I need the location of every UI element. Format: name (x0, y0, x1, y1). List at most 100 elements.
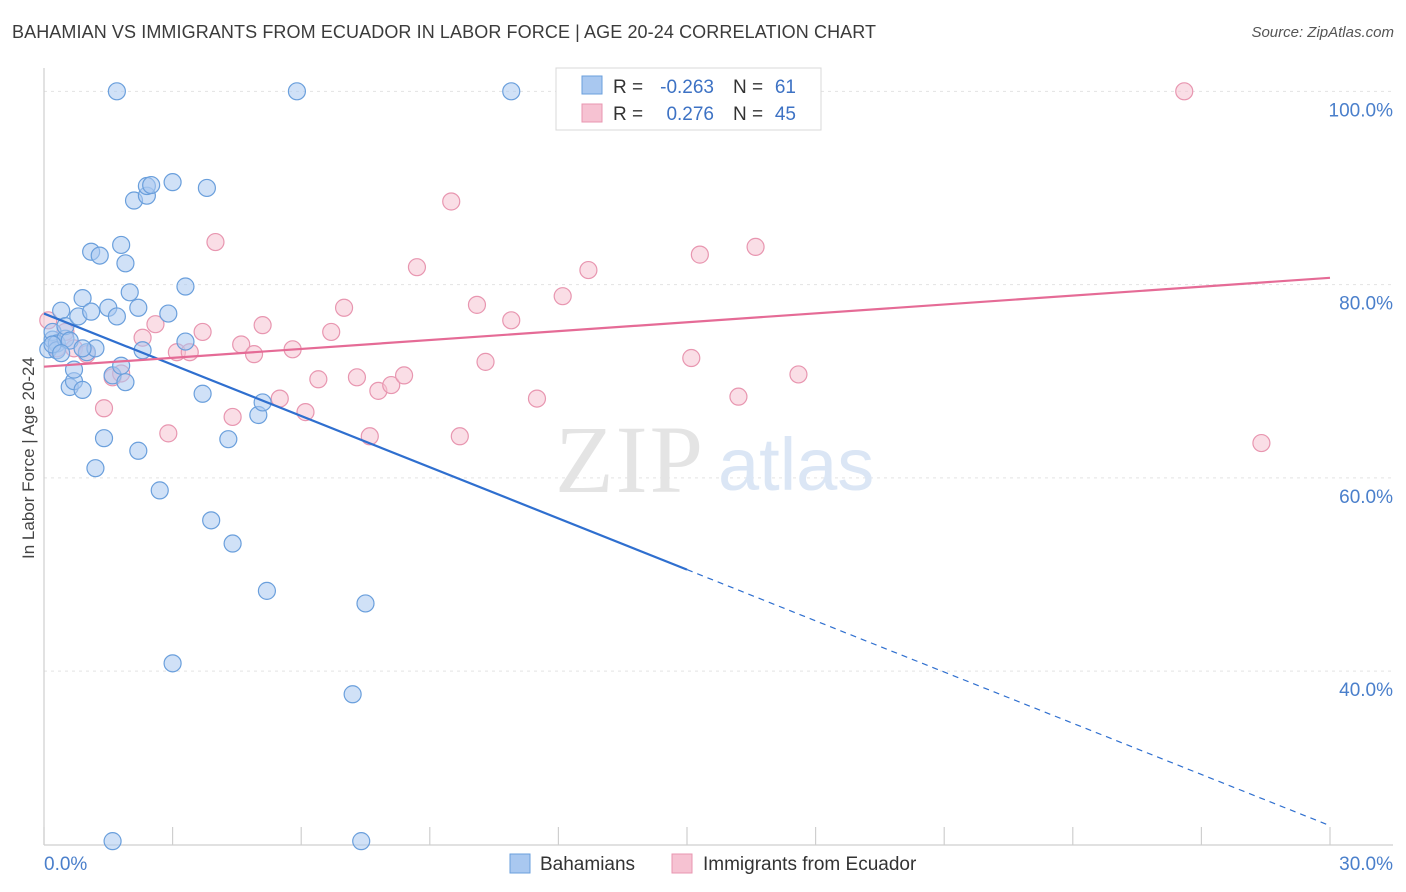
data-point (789, 365, 808, 384)
data-point (690, 245, 709, 264)
data-point (553, 287, 572, 306)
legend-r-label-1: R = (613, 77, 643, 98)
data-point (442, 192, 461, 211)
trend-line-ecuador (43, 276, 1331, 368)
data-point (407, 258, 427, 277)
data-point (129, 441, 148, 460)
data-point (116, 254, 135, 273)
data-point (287, 82, 307, 101)
grid-lines (44, 90, 1393, 672)
data-point (73, 380, 92, 399)
data-point (1252, 433, 1271, 453)
data-point (309, 370, 328, 389)
data-point (244, 345, 264, 364)
data-point (347, 368, 367, 387)
legend-n-label-2: N = (733, 104, 763, 125)
data-point (257, 581, 277, 600)
data-point (334, 298, 354, 317)
legend-swatch-blue (581, 75, 603, 95)
legend-n-value-1: 61 (775, 77, 796, 98)
data-point (219, 430, 238, 449)
bottom-legend-swatch-blue (509, 853, 531, 874)
trend-line-bahamians (43, 312, 688, 571)
data-point (1175, 82, 1194, 101)
x-tick-label: 0.0% (44, 854, 87, 875)
data-point (82, 302, 101, 321)
axes (43, 68, 1393, 846)
data-point (746, 237, 765, 256)
data-point (142, 175, 161, 195)
data-point (176, 277, 195, 296)
data-point (73, 339, 92, 358)
data-point (94, 399, 114, 418)
data-point (502, 311, 521, 330)
data-point (163, 173, 182, 192)
x-tick-labels: 0.0% 30.0% (44, 854, 1393, 875)
y-tick-label: 100.0% (1329, 100, 1394, 121)
y-tick-labels: 40.0% 60.0% 80.0% 100.0% (1329, 100, 1394, 701)
chart-title: BAHAMIAN VS IMMIGRANTS FROM ECUADOR IN L… (12, 22, 877, 42)
data-point (107, 82, 126, 101)
y-tick-label: 60.0% (1339, 487, 1393, 508)
y-axis-label: In Labor Force | Age 20-24 (19, 357, 38, 559)
watermark: ZIP atlas (555, 406, 874, 513)
data-point (502, 82, 521, 101)
data-point (129, 298, 148, 317)
data-point (467, 295, 487, 314)
series-bahamians-points (39, 82, 521, 851)
watermark-atlas: atlas (718, 423, 874, 506)
data-point (253, 316, 272, 335)
data-point (112, 235, 131, 255)
data-point (382, 375, 401, 395)
data-point (103, 832, 122, 851)
y-tick-label: 80.0% (1339, 294, 1393, 315)
watermark-zip: ZIP (555, 406, 705, 513)
bottom-legend-swatch-pink (671, 853, 693, 874)
data-point (394, 366, 414, 385)
data-point (356, 594, 375, 613)
data-point (146, 315, 165, 334)
data-point (73, 289, 92, 308)
legend-swatch-pink (581, 103, 603, 123)
data-point (163, 654, 182, 673)
data-point (159, 424, 178, 443)
data-point (159, 304, 178, 323)
bottom-legend-bahamians: Bahamians (540, 854, 635, 875)
data-point (197, 178, 216, 198)
data-point (86, 459, 105, 478)
trend-lines (43, 276, 1331, 827)
data-point (223, 407, 242, 427)
data-point (322, 322, 341, 342)
legend-n-value-2: 45 (775, 104, 796, 125)
data-point (150, 481, 169, 500)
data-point (90, 246, 109, 265)
data-point (52, 344, 71, 363)
data-point (94, 429, 114, 448)
data-point (450, 427, 469, 446)
bottom-legend: Bahamians Immigrants from Ecuador (509, 853, 917, 875)
legend-r-label-2: R = (613, 104, 643, 125)
legend-box: R = -0.263 N = 61 R = 0.276 N = 45 (555, 67, 822, 131)
data-point (112, 356, 131, 375)
data-point (120, 283, 139, 302)
data-point (176, 332, 195, 351)
data-point (527, 389, 547, 408)
data-point (476, 352, 495, 371)
source-label: Source: ZipAtlas.com (1251, 24, 1394, 41)
data-point (116, 373, 135, 392)
bottom-legend-ecuador: Immigrants from Ecuador (703, 854, 917, 875)
data-point (202, 511, 221, 530)
data-point (352, 832, 371, 851)
data-point (343, 685, 362, 704)
trend-line-bahamians-extension (686, 569, 1331, 827)
data-point (579, 260, 598, 280)
data-point (729, 387, 748, 406)
data-point (206, 232, 225, 252)
y-tick-label: 40.0% (1339, 680, 1393, 701)
data-point (223, 534, 242, 553)
data-point (52, 301, 71, 320)
series-ecuador-points (39, 82, 1271, 453)
data-point (193, 322, 212, 342)
data-point (193, 384, 212, 403)
